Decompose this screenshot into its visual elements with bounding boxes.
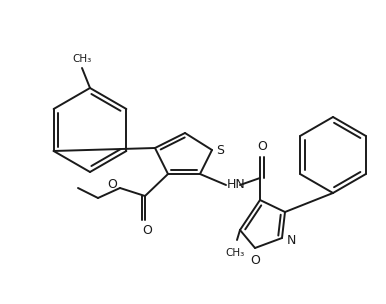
Text: O: O [107, 178, 117, 192]
Text: CH₃: CH₃ [73, 54, 91, 64]
Text: O: O [250, 254, 260, 267]
Text: O: O [257, 140, 267, 153]
Text: HN: HN [227, 178, 246, 192]
Text: N: N [287, 233, 296, 247]
Text: O: O [142, 224, 152, 237]
Text: CH₃: CH₃ [225, 248, 245, 258]
Text: S: S [216, 143, 224, 157]
